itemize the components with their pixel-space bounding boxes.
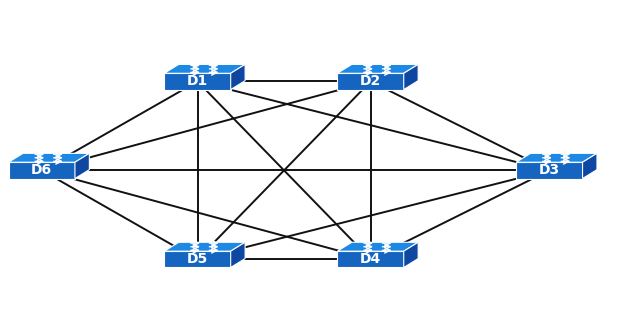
Polygon shape — [164, 64, 245, 73]
Polygon shape — [404, 242, 418, 268]
Polygon shape — [337, 73, 404, 90]
Polygon shape — [404, 64, 418, 90]
Text: D6: D6 — [31, 164, 52, 177]
Text: D1: D1 — [187, 75, 208, 88]
Polygon shape — [231, 242, 245, 268]
Text: D5: D5 — [187, 252, 208, 266]
Text: D2: D2 — [360, 75, 381, 88]
Polygon shape — [9, 153, 89, 162]
Polygon shape — [337, 242, 418, 251]
Polygon shape — [164, 73, 231, 90]
Polygon shape — [583, 153, 597, 179]
Polygon shape — [75, 153, 89, 179]
Polygon shape — [516, 162, 583, 179]
Polygon shape — [231, 64, 245, 90]
Text: D4: D4 — [360, 252, 381, 266]
Polygon shape — [9, 162, 75, 179]
Polygon shape — [164, 242, 245, 251]
Text: D3: D3 — [539, 164, 560, 177]
Polygon shape — [516, 153, 597, 162]
Polygon shape — [337, 64, 418, 73]
Polygon shape — [164, 251, 231, 268]
Polygon shape — [337, 251, 404, 268]
